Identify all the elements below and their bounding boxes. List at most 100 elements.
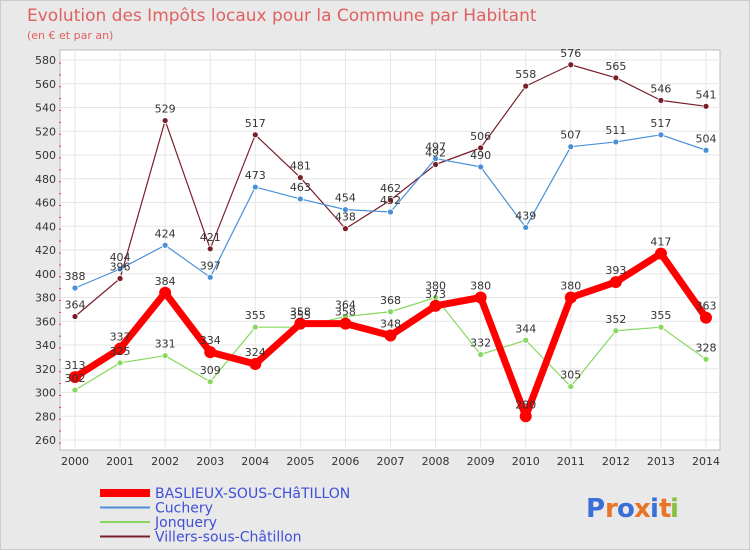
data-point: [342, 206, 349, 214]
x-tick-label: 2002: [151, 455, 179, 468]
data-point: [251, 131, 259, 139]
data-label: 280: [515, 398, 536, 411]
data-label: 380: [425, 280, 446, 293]
logo-letter: t: [659, 494, 671, 524]
data-label: 328: [696, 341, 717, 354]
data-point: [342, 225, 349, 233]
data-point: [702, 146, 710, 154]
logo-letter: P: [586, 494, 605, 524]
data-label: 348: [380, 318, 401, 331]
x-tick-label: 2012: [602, 455, 630, 468]
data-label: 302: [65, 372, 86, 385]
data-label: 517: [245, 117, 266, 130]
data-label: 355: [290, 309, 311, 322]
legend-label: Cuchery: [155, 501, 213, 517]
x-tick-label: 2007: [377, 455, 405, 468]
y-tick-label: 440: [35, 220, 56, 233]
y-tick-label: 500: [35, 149, 56, 162]
data-label: 396: [110, 261, 131, 274]
data-label: 507: [560, 129, 581, 142]
data-point: [657, 96, 665, 104]
data-label: 368: [380, 294, 401, 307]
data-point: [567, 143, 575, 151]
data-label: 380: [560, 280, 581, 293]
data-point: [474, 291, 487, 304]
data-label: 305: [560, 369, 581, 382]
logo-letter: o: [617, 494, 635, 524]
data-point: [700, 311, 712, 324]
data-point: [71, 313, 79, 320]
logo-letter: x: [634, 494, 651, 524]
data-label: 511: [605, 124, 626, 137]
x-tick-label: 2006: [331, 455, 359, 468]
x-tick-label: 2013: [647, 455, 675, 468]
data-point: [429, 299, 442, 312]
data-point: [159, 286, 172, 299]
data-point: [612, 74, 620, 82]
x-tick-label: 2009: [467, 455, 495, 468]
x-tick-label: 2005: [286, 455, 314, 468]
data-label: 380: [470, 280, 491, 293]
x-tick-label: 2004: [241, 455, 269, 468]
data-point: [657, 323, 665, 331]
data-point: [116, 359, 124, 367]
data-point: [522, 82, 530, 90]
legend-label: Villers-sous-Châtillon: [155, 530, 302, 546]
data-label: 463: [290, 181, 311, 194]
x-tick-label: 2011: [557, 455, 585, 468]
data-label: 373: [425, 288, 446, 301]
data-point: [206, 273, 214, 281]
data-point: [702, 355, 710, 363]
y-tick-label: 480: [35, 173, 56, 186]
logo-letter: r: [605, 494, 618, 524]
data-label: 504: [696, 132, 717, 145]
data-label: 309: [200, 364, 221, 377]
data-label: 439: [515, 209, 536, 222]
data-label: 352: [605, 313, 626, 326]
data-label: 358: [335, 306, 356, 319]
data-point: [71, 386, 79, 394]
chart-subtitle: (en € et par an): [27, 29, 113, 42]
data-point: [206, 378, 214, 386]
data-point: [387, 308, 394, 316]
y-tick-label: 280: [35, 410, 56, 423]
data-point: [612, 327, 620, 335]
data-label: 462: [380, 182, 401, 195]
data-point: [432, 161, 439, 168]
data-label: 363: [696, 300, 717, 313]
x-tick-label: 2001: [106, 455, 134, 468]
data-label: 358: [290, 306, 311, 319]
y-tick-label: 420: [35, 244, 56, 257]
data-point: [251, 323, 259, 331]
x-tick-label: 2014: [692, 455, 720, 468]
legend: BASLIEUX-SOUS-CHâTILLONCucheryJonqueryVi…: [100, 486, 350, 546]
data-label: 517: [650, 117, 671, 130]
data-point: [71, 284, 79, 292]
y-tick-label: 540: [35, 102, 56, 115]
data-label: 337: [110, 331, 131, 344]
data-point: [296, 195, 304, 203]
data-label: 331: [155, 338, 176, 351]
y-tick-label: 520: [35, 125, 56, 138]
data-label: 490: [470, 149, 491, 162]
data-point: [384, 329, 397, 342]
data-point: [69, 371, 81, 384]
data-label: 506: [470, 130, 491, 143]
data-point: [161, 241, 169, 249]
y-tick-label: 320: [35, 363, 56, 376]
data-point: [657, 131, 665, 139]
data-label: 324: [245, 346, 266, 359]
data-label: 481: [290, 160, 311, 173]
y-tick-label: 560: [35, 78, 56, 91]
y-tick-label: 360: [35, 315, 56, 328]
data-point: [116, 275, 124, 282]
data-point: [564, 291, 577, 304]
data-label: 334: [200, 334, 221, 347]
data-point: [477, 351, 485, 358]
plot-area: 260 280 300 320 340 360 380 400 420 440 460 480 500 5…: [35, 47, 721, 468]
x-tick-label: 2003: [196, 455, 224, 468]
data-label: 355: [245, 309, 266, 322]
data-label: 388: [65, 270, 86, 283]
legend-label: BASLIEUX-SOUS-CHâTILLON: [155, 486, 350, 502]
